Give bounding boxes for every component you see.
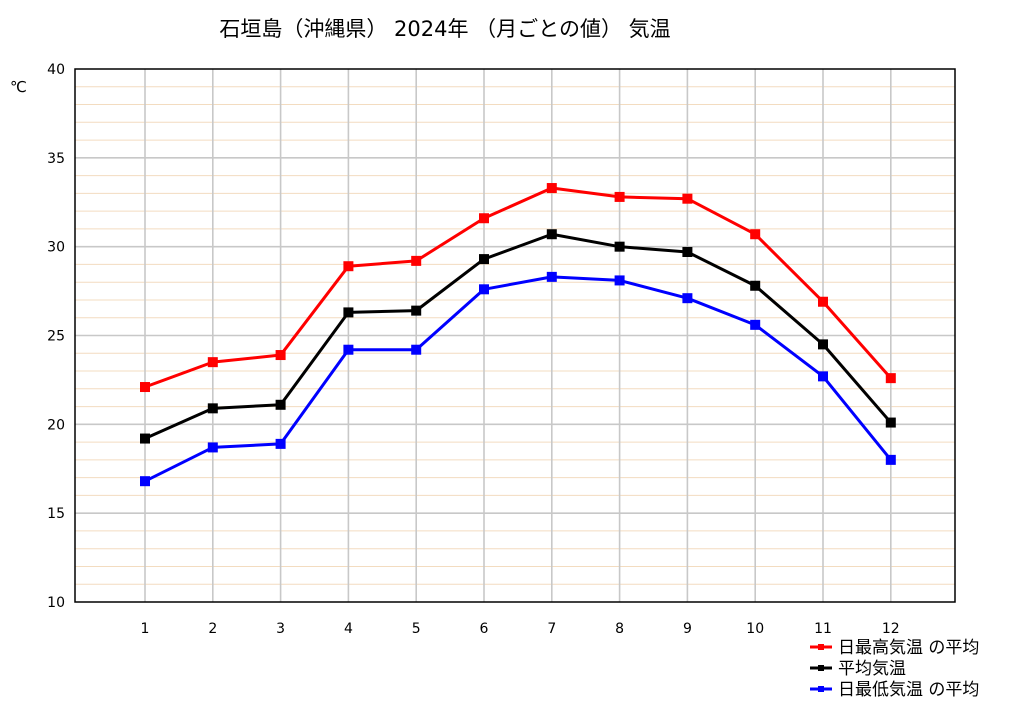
data-point [614,275,625,286]
data-point [682,246,693,257]
legend-swatch-marker [818,665,824,671]
data-point [750,229,761,240]
y-tick-label: 40 [47,62,65,78]
x-tick-label: 12 [882,621,900,637]
legend-label: 日最高気温 の平均 [838,638,979,658]
data-point [411,305,422,316]
data-point [411,344,422,355]
legend-swatch-marker [818,644,824,650]
x-tick-label: 4 [344,621,353,637]
x-tick-label: 10 [746,621,764,637]
data-point [885,454,896,465]
legend-item: 日最低気温 の平均 [810,680,979,700]
y-axis-ticks: 10 15 20 25 30 35 40 [47,62,65,611]
plot-area-frame [74,68,956,603]
series-line [144,186,892,389]
series-1 [140,183,896,393]
data-point [343,307,354,318]
y-tick-label: 10 [47,595,65,611]
x-tick-label: 11 [814,621,832,637]
data-point [546,229,557,240]
series-3 [140,271,896,487]
data-point [479,254,489,265]
data-point [750,319,761,330]
series-line [144,232,892,440]
x-tick-label: 5 [412,621,421,637]
x-tick-label: 6 [480,621,489,637]
data-point [207,403,218,414]
y-tick-label: 35 [47,151,65,167]
x-axis-ticks: 1 2 3 4 5 6 7 8 9 10 11 12 [141,621,900,637]
data-point [275,438,286,449]
data-point [885,373,896,384]
y-tick-label: 20 [47,417,65,433]
series-lines [140,183,896,487]
legend-label: 日最低気温 の平均 [838,680,979,700]
data-point [682,193,693,204]
grid [75,69,955,602]
x-tick-label: 1 [141,621,150,637]
data-point [885,417,896,428]
data-point [818,371,828,382]
x-tick-label: 2 [208,621,217,637]
data-point [614,191,625,202]
data-point [818,296,828,307]
data-point [546,271,557,282]
x-tick-label: 7 [547,621,556,637]
series-2 [140,229,896,444]
data-point [207,357,218,368]
data-point [750,280,761,291]
data-point [275,399,286,410]
y-tick-label: 15 [47,506,65,522]
data-point [140,433,150,444]
data-point [479,284,489,295]
data-point [479,213,489,224]
data-point [140,382,150,393]
data-point [343,261,354,272]
legend-item: 平均気温 [810,659,906,679]
y-axis-unit-label: ℃ [10,78,27,96]
data-point [275,350,286,361]
x-tick-label: 9 [683,621,692,637]
legend-item: 日最高気温 の平均 [810,638,979,658]
y-tick-label: 30 [47,240,65,256]
chart-title: 石垣島（沖縄県） 2024年 （月ごとの値） 気温 [219,17,670,41]
data-point [140,476,150,487]
legend-label: 平均気温 [838,659,906,679]
data-point [546,183,557,194]
data-point [682,293,693,304]
data-point [411,255,422,266]
y-tick-label: 25 [47,329,65,345]
x-tick-label: 3 [276,621,285,637]
data-point [207,442,218,453]
x-tick-label: 8 [615,621,624,637]
legend-swatch-marker [818,686,824,692]
data-point [343,344,354,355]
series-line [144,275,892,483]
data-point [614,241,625,252]
data-point [818,339,828,350]
